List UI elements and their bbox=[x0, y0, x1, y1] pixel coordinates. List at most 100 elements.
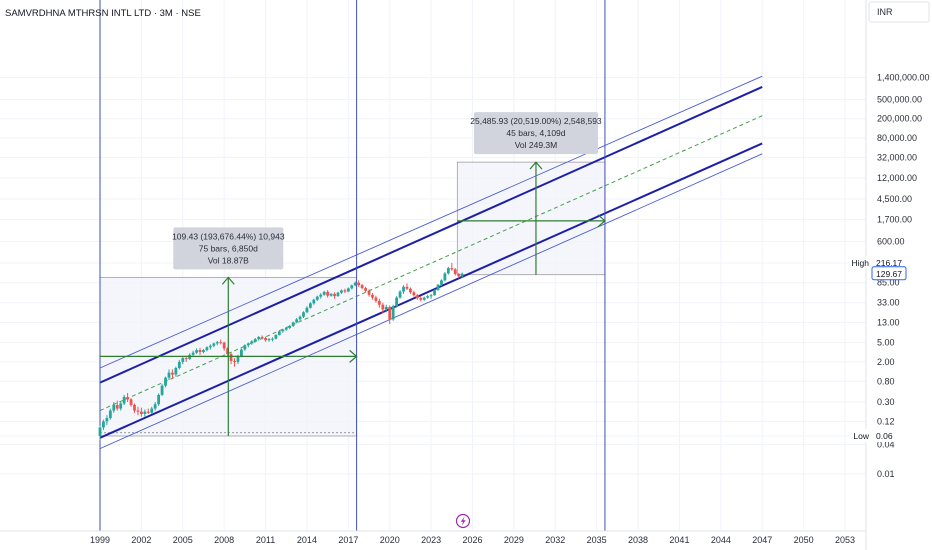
candle-body bbox=[302, 312, 305, 317]
candle-body bbox=[246, 343, 250, 346]
candle-body bbox=[343, 290, 347, 292]
currency-button[interactable]: INR bbox=[868, 1, 930, 23]
chart-title: SAMVRDHNA MTHRSN INTL LTD · 3M · NSE bbox=[5, 8, 201, 19]
y-tick-label: 0.80 bbox=[877, 376, 895, 386]
parallel-channel[interactable] bbox=[99, 75, 763, 450]
candle-body bbox=[288, 325, 292, 328]
candle-body bbox=[329, 293, 333, 296]
candle-body bbox=[136, 410, 140, 412]
x-tick-label: 2050 bbox=[794, 535, 814, 545]
candle-body bbox=[308, 303, 312, 308]
candle-body bbox=[208, 345, 212, 348]
candle-body bbox=[240, 349, 243, 357]
price-tag-label: High bbox=[852, 258, 870, 268]
candle-body bbox=[312, 299, 316, 304]
candle-body bbox=[381, 304, 385, 310]
candle-body bbox=[402, 286, 405, 292]
price-tag-bg bbox=[872, 429, 906, 442]
candle-body bbox=[229, 354, 233, 361]
candle-body bbox=[319, 294, 323, 297]
candle-body bbox=[257, 337, 261, 340]
x-tick-label: 1999 bbox=[90, 535, 110, 545]
y-tick-label: 13.00 bbox=[877, 317, 900, 327]
arrow-head-up bbox=[221, 276, 235, 285]
channel-outer-lower[interactable] bbox=[99, 153, 763, 450]
candle-body bbox=[150, 408, 154, 413]
arrow-head-up bbox=[529, 161, 543, 170]
candle-body bbox=[429, 295, 433, 297]
channel-main-lower[interactable] bbox=[99, 142, 763, 439]
candle-body bbox=[326, 291, 330, 296]
candle-body bbox=[177, 361, 181, 369]
price-tag-label-bg bbox=[849, 429, 871, 442]
candle-body bbox=[126, 397, 129, 400]
candle-body bbox=[453, 269, 457, 275]
candle-body bbox=[253, 339, 257, 342]
candle-body bbox=[174, 368, 178, 375]
y-tick-label: 5.00 bbox=[877, 338, 895, 348]
y-tick-label: 2.00 bbox=[877, 357, 895, 367]
lightning-icon[interactable] bbox=[455, 513, 471, 529]
y-tick-label: 600.00 bbox=[877, 236, 905, 246]
candle-body bbox=[412, 292, 416, 296]
x-tick-label: 2032 bbox=[545, 535, 565, 545]
candle-body bbox=[271, 338, 274, 340]
candle-body bbox=[236, 356, 240, 362]
candle-body bbox=[443, 273, 447, 281]
candle-body bbox=[426, 296, 430, 298]
channel-outer-upper[interactable] bbox=[99, 75, 763, 369]
candle-body bbox=[384, 306, 388, 310]
measurement-boxes bbox=[99, 161, 606, 437]
measurement-label-line: 25,485.93 (20,519.00%) 2,548,593 bbox=[470, 116, 602, 126]
candle-body bbox=[143, 411, 147, 414]
channel-main-upper[interactable] bbox=[99, 86, 763, 384]
x-tick-label: 2020 bbox=[380, 535, 400, 545]
candle-body bbox=[367, 290, 371, 295]
candle-body bbox=[336, 292, 340, 297]
measurement-label-bg bbox=[173, 227, 284, 270]
candle-body bbox=[277, 331, 281, 335]
candle-body bbox=[160, 385, 164, 395]
candle-body bbox=[98, 427, 102, 436]
x-tick-label: 2053 bbox=[835, 535, 855, 545]
candle-body bbox=[243, 345, 247, 350]
candle-body bbox=[281, 329, 285, 332]
candle-body bbox=[191, 352, 195, 355]
channel-midline[interactable] bbox=[99, 115, 763, 412]
vertical-lines[interactable] bbox=[99, 0, 606, 531]
x-tick-label: 2035 bbox=[587, 535, 607, 545]
chart-grid bbox=[0, 0, 866, 530]
y-tick-label: 12,000.00 bbox=[877, 173, 917, 183]
x-tick-label: 2011 bbox=[256, 535, 275, 545]
candle-body bbox=[119, 403, 123, 409]
candle-body bbox=[198, 350, 202, 352]
candle-body bbox=[374, 297, 378, 301]
y-tick-label: 4,500.00 bbox=[877, 194, 912, 204]
measurement-label-line: Vol 249.3M bbox=[515, 140, 558, 150]
y-tick-label: 1,700.00 bbox=[877, 214, 912, 224]
candle-body bbox=[457, 274, 461, 277]
x-tick-label: 2044 bbox=[711, 535, 731, 545]
candle-body bbox=[322, 291, 326, 295]
candle-body bbox=[233, 360, 236, 362]
candle-body bbox=[157, 394, 161, 405]
x-tick-label: 2041 bbox=[669, 535, 689, 545]
candle-body bbox=[433, 290, 436, 296]
candle-body bbox=[357, 282, 361, 286]
price-tag-value: 216.17 bbox=[876, 258, 902, 268]
candle-body bbox=[105, 418, 109, 422]
price-tag-label-bg bbox=[849, 256, 871, 269]
x-tick-label: 2005 bbox=[173, 535, 193, 545]
price-tag-bg bbox=[872, 256, 906, 269]
candle-body bbox=[440, 280, 443, 285]
candle-body bbox=[353, 282, 357, 286]
price-tag-value: 129.67 bbox=[876, 269, 902, 279]
y-tick-label: 0.30 bbox=[877, 397, 895, 407]
candle-body bbox=[436, 284, 440, 291]
candle-body bbox=[333, 293, 336, 297]
candle-body bbox=[181, 358, 185, 362]
measurement-label-line: Vol 18.87B bbox=[208, 255, 249, 265]
y-tick-label: 85.00 bbox=[877, 278, 900, 288]
